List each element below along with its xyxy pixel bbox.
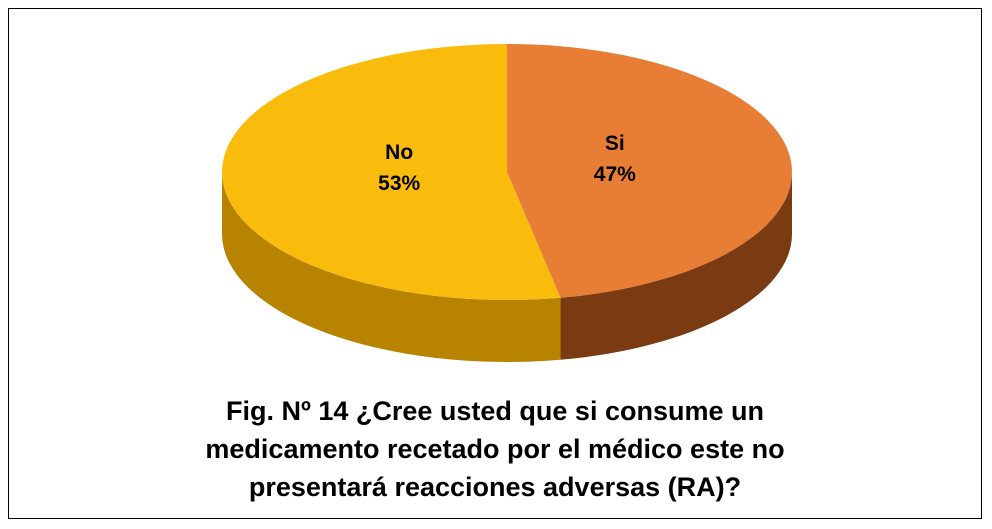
value-label: 47% bbox=[594, 163, 636, 186]
pie-slice-side bbox=[560, 172, 792, 360]
pie-slice bbox=[221, 44, 561, 300]
chart-title: Fig. Nº 14 ¿Cree usted que si consume un… bbox=[205, 396, 785, 502]
slice-label: No bbox=[385, 141, 413, 164]
chart-frame bbox=[8, 8, 982, 519]
slice-label: Si bbox=[605, 132, 625, 155]
pie-slice bbox=[507, 44, 792, 298]
value-label: 53% bbox=[378, 172, 420, 195]
pie-slice-side bbox=[222, 172, 561, 362]
